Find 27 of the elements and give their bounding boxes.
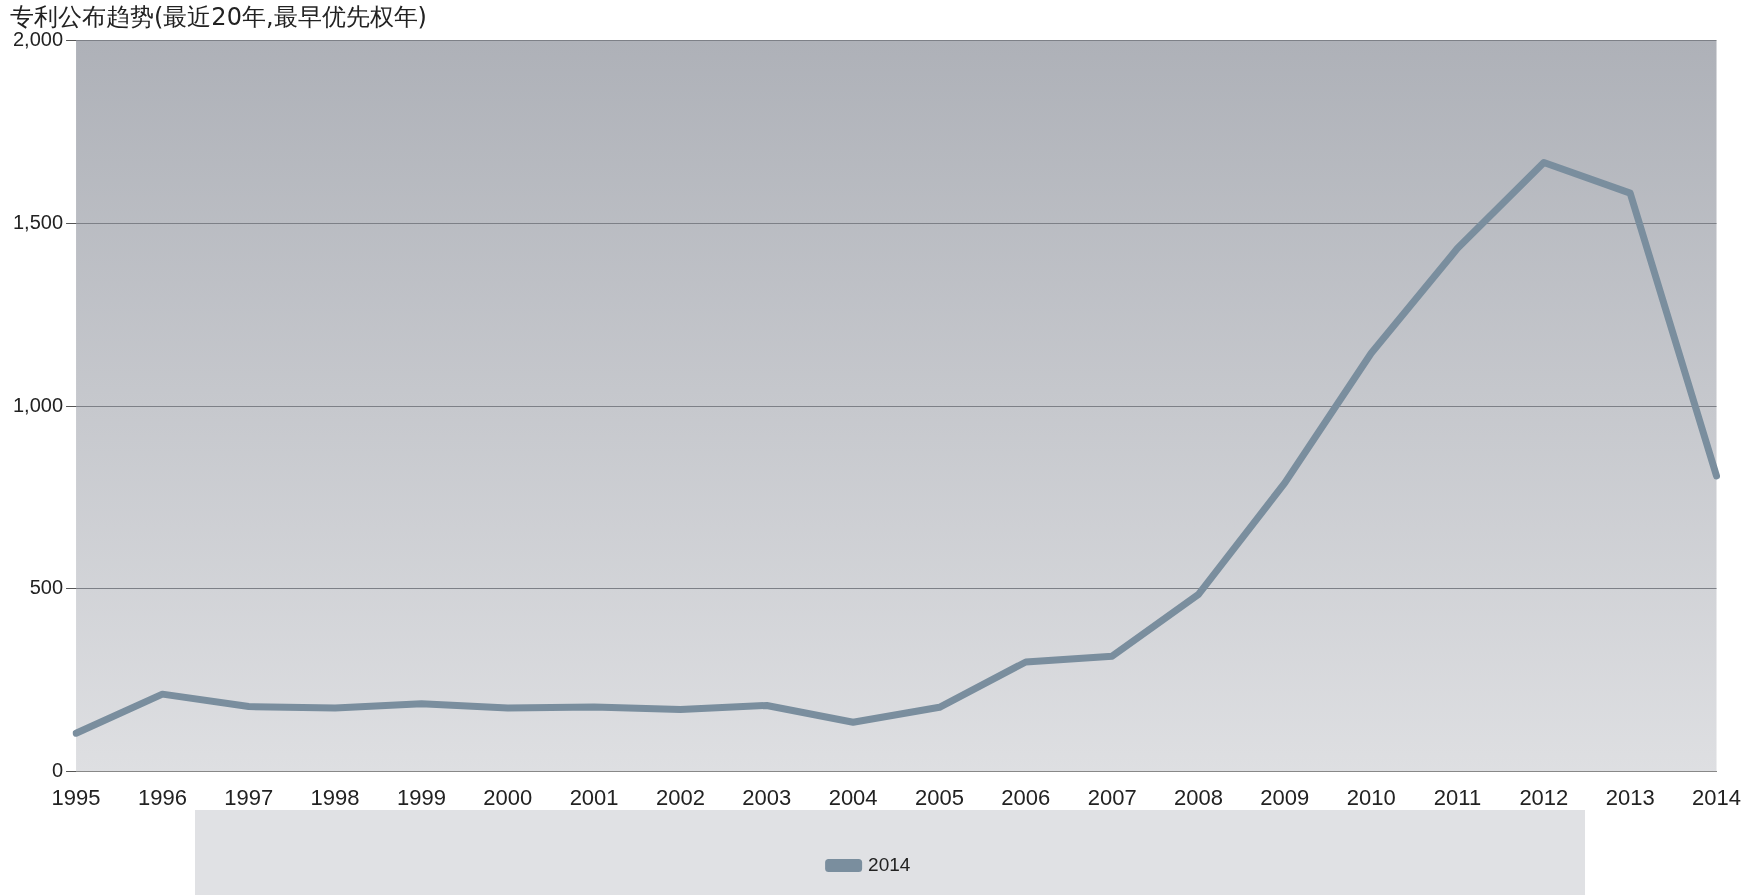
y-tick-label: 1,500	[12, 211, 64, 234]
y-tick-label: 500	[29, 576, 64, 599]
x-tick-label: 2000	[483, 784, 533, 810]
x-tick-label: 2009	[1260, 784, 1310, 810]
legend-label: 2014	[868, 853, 911, 875]
x-tick-label: 2014	[1692, 784, 1742, 810]
x-tick-label: 2001	[569, 784, 619, 810]
x-tick-label: 2005	[914, 784, 964, 810]
x-tick-label: 2011	[1433, 784, 1482, 810]
x-tick-label: 1998	[310, 784, 360, 810]
x-tick-label: 1995	[51, 784, 101, 810]
x-tick-label: 2008	[1174, 784, 1223, 810]
x-tick-label: 1999	[396, 784, 446, 810]
x-tick-label: 2006	[1001, 784, 1051, 810]
x-tick-label: 2007	[1087, 784, 1137, 810]
x-tick-label: 2010	[1346, 784, 1396, 810]
x-tick-label: 1997	[224, 784, 274, 810]
x-tick-label: 2003	[742, 784, 792, 810]
x-tick-label: 1996	[137, 784, 187, 810]
y-tick-label: 1,000	[12, 393, 64, 416]
x-tick-label: 2012	[1519, 784, 1569, 810]
chart-title: 专利公布趋势(最近20年,最早优先权年)	[10, 2, 427, 31]
y-tick-label: 0	[51, 759, 64, 782]
x-tick-label: 2002	[655, 784, 705, 810]
x-tick-label: 2013	[1605, 784, 1655, 810]
y-tick-label: 2,000	[12, 28, 64, 51]
x-tick-label: 2004	[828, 784, 878, 810]
